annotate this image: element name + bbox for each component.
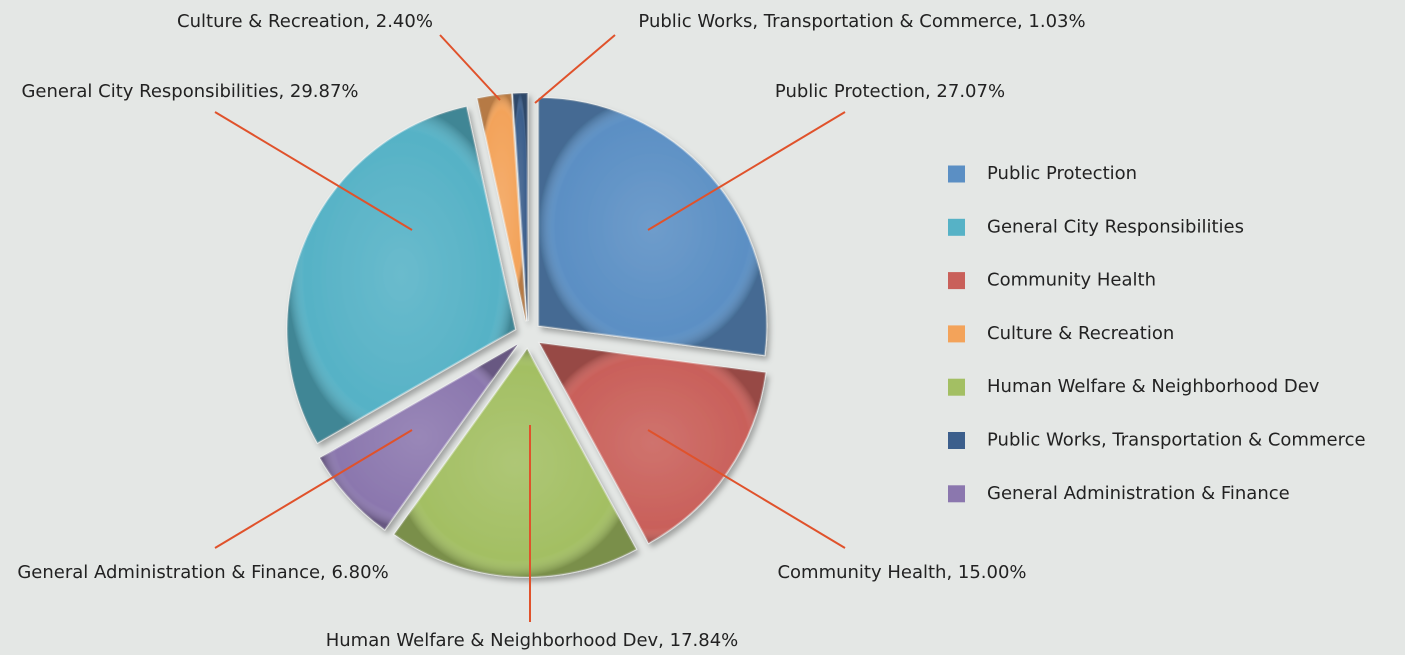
leader-line <box>647 429 846 549</box>
legend-label: General City Responsibilities <box>987 216 1244 237</box>
legend-swatch <box>948 485 965 503</box>
legend-swatch <box>948 325 965 343</box>
pie <box>286 92 768 578</box>
data-label: Public Protection, 27.07% <box>775 81 1005 102</box>
legend-swatch <box>948 218 965 236</box>
legend-label: Culture & Recreation <box>987 323 1174 344</box>
legend-label: Public Works, Transportation & Commerce <box>987 430 1366 451</box>
leader-line <box>214 111 413 231</box>
legend-label: Human Welfare & Neighborhood Dev <box>987 376 1320 397</box>
leader-line <box>534 34 616 104</box>
leader-line <box>439 34 501 101</box>
leader-line <box>214 429 413 549</box>
data-label: Public Works, Transportation & Commerce,… <box>638 11 1085 32</box>
legend-swatch <box>948 432 965 449</box>
legend-swatch <box>948 378 965 396</box>
legend-label: Community Health <box>987 270 1156 291</box>
data-label: General Administration & Finance, 6.80% <box>17 562 388 583</box>
data-label: Culture & Recreation, 2.40% <box>177 11 433 32</box>
legend-label: Public Protection <box>987 163 1137 184</box>
data-label: General City Responsibilities, 29.87% <box>21 81 358 102</box>
legend-label: General Administration & Finance <box>987 483 1290 504</box>
data-label: Human Welfare & Neighborhood Dev, 17.84% <box>326 630 739 651</box>
leader-line <box>647 111 846 231</box>
legend-swatch <box>948 272 965 290</box>
legend-swatch <box>948 165 965 183</box>
data-label: Community Health, 15.00% <box>777 562 1026 583</box>
